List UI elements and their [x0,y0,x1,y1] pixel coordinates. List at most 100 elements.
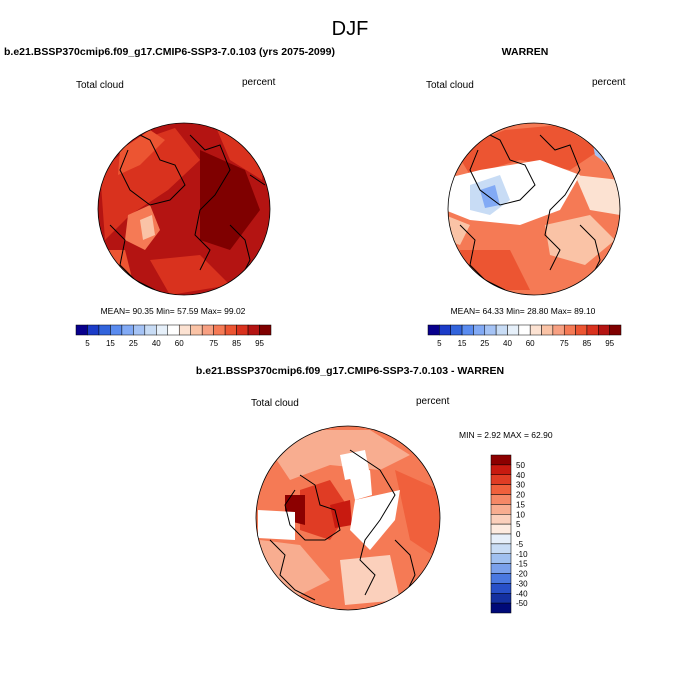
panel3-colorbar-box [490,602,512,614]
panel1-colorbar-tick-label: 75 [209,339,218,348]
panel3-colorbar-box [490,504,512,515]
panel1-variable-label: Total cloud [76,80,124,91]
panel1-colorbar-tick-label: 40 [152,339,161,348]
panel1-colorbar: 5 15 25 40 60 75 85 95 [75,324,272,348]
panel3-colorbar-box [490,573,512,584]
panel1-colorbar-tick-label: 85 [232,339,241,348]
panel1-colorbar-tick-label: 60 [175,339,184,348]
panel2-field-region [545,215,615,265]
panel3-colorbar-box [490,593,512,604]
panel3-colorbar-tick-label: 30 [516,481,525,490]
panel3-field-region [258,510,295,540]
panel3-colorbar-tick-label: 50 [516,461,525,470]
panel2-field-region [480,185,500,208]
panel1-field-region [150,255,230,295]
panel2-title: WARREN [501,46,549,58]
panel1-colorbar-tick-label: 5 [85,339,90,348]
panel2-colorbar-tick-label: 85 [582,339,591,348]
panel2-colorbar-box [563,324,576,336]
panel2-colorbar-tick-label: 95 [605,339,614,348]
panel3-colorbar-tick-label: -10 [516,550,528,559]
panel3-colorbar-box [490,563,512,574]
panel3-colorbar-box [490,464,512,475]
panel3-map-border [255,425,441,611]
panel1-colorbar-box [224,324,237,336]
panel1-colorbar-box [247,324,260,336]
panel1-coastline [119,129,186,206]
panel3-title: b.e21.BSSP370cmip6.f09_g17.CMIP6-SSP3-7.… [195,365,505,377]
panel1-colorbar-box [98,324,111,336]
panel2-colorbar-tick-label: 40 [503,339,512,348]
panel1-colorbar-box [201,324,214,336]
panel3-coastlines [269,449,416,601]
panel2-map [448,123,620,295]
panel2-colorbar-tick-label: 5 [437,339,442,348]
panel3-colorbar-tick-label: -40 [516,589,528,598]
panel2-colorbar-box [439,324,451,336]
panel3-colorbar-tick-label: -5 [516,540,524,549]
panel3-colorbar-box [490,583,512,594]
panel3-colorbar-tick-label: 10 [516,510,525,519]
panel1-map-border [97,122,271,296]
panel1-field-region [215,125,265,180]
panel3-field-region [395,470,440,560]
panel1-colorbar-box [259,324,272,336]
panel2-colorbar-box [507,324,520,336]
panel3-field-region [340,450,370,480]
panel3-colorbar-box [490,523,512,535]
panel2-colorbar-tick-label: 25 [480,339,489,348]
panel1-stats: MEAN= 90.35 Min= 57.59 Max= 99.02 [100,306,246,316]
panel3-colorbar-tick-label: 40 [516,471,525,480]
panel2-coastline [469,129,536,206]
panel3-coastline [349,449,396,596]
panel3-variable-label: Total cloud [251,398,299,409]
panel1-colorbar-box [87,324,100,336]
panel1-coastline [189,134,231,271]
panel3-colorbar-tick-label: 0 [516,530,521,539]
panel3-colorbar-tick-label: -15 [516,560,528,569]
panel3-units-label: percent [416,396,450,407]
panel3-colorbar-box [490,514,512,525]
panel3-coastline [269,539,316,601]
panel3-colorbar-box [490,533,512,545]
panel2-field-region [455,125,600,175]
panel1-colorbar-box [167,324,180,336]
panel2-colorbar-box [484,324,497,336]
panel2-colorbar: 5 15 25 40 60 75 85 95 [427,324,622,348]
panel3-colorbar-box [490,474,512,485]
panel2-field-region [575,175,620,215]
panel3-colorbar-tick-label: 5 [516,520,521,529]
panel1-colorbar-box [236,324,249,336]
panel1-title: b.e21.BSSP370cmip6.f09_g17.CMIP6-SSP3-7.… [4,46,335,58]
panel2-colorbar-box [598,324,610,336]
panel1-coastlines [109,129,266,291]
panel1-colorbar-box [121,324,134,336]
panel3-colorbar-box [490,454,512,466]
panel1-field-region [118,130,165,175]
panel1-map [98,123,270,295]
panel3-colorbar-tick-label: 15 [516,500,525,509]
panel1-colorbar-tick-label: 15 [106,339,115,348]
panel1-coastline [109,224,156,291]
panel2-map-border [447,122,621,296]
panel3-colorbar-box [490,494,512,505]
panel3-colorbar-tick-label: -20 [516,570,528,579]
panel3-field-region [350,490,400,550]
panel3-colorbar-box [490,543,512,554]
panel2-colorbar-box [552,324,565,336]
panel2-colorbar-box [473,324,486,336]
panel2-colorbar-box [586,324,599,336]
panel2-colorbar-box [518,324,531,336]
panel3-field-region [330,500,352,528]
panel2-coastline [459,224,506,291]
panel3-coastline [394,539,416,596]
panel1-colorbar-box [110,324,123,336]
panel3-colorbar-tick-label: 20 [516,491,525,500]
panel1-field-region [140,215,155,240]
panel2-colorbar-box [495,324,508,336]
panel1-coastline [249,174,266,186]
panel3-coastline [284,474,341,541]
panel3-colorbar-box [490,553,512,564]
panel3-field-region [340,555,400,605]
